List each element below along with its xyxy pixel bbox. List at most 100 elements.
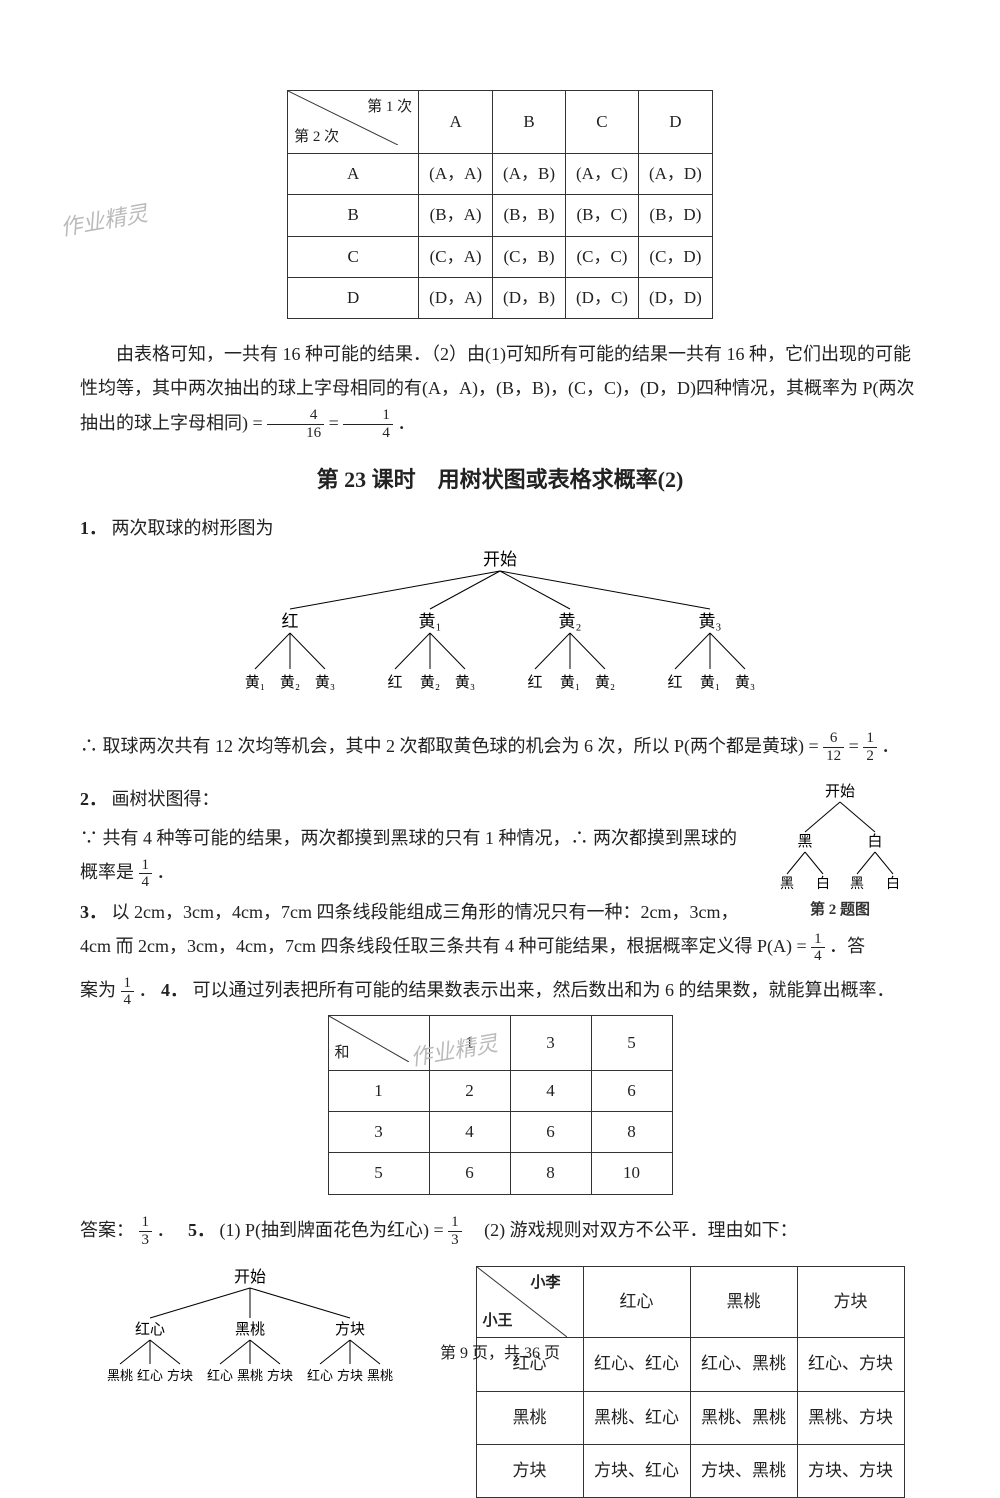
t2-cell: 4 bbox=[510, 1070, 591, 1111]
frac-d: 2 bbox=[863, 748, 877, 765]
t1-r3-h: D bbox=[288, 277, 419, 318]
ans-label: 答案： bbox=[80, 1220, 134, 1240]
tree3-l1: 红心 bbox=[135, 1321, 165, 1338]
t3-cell: 方块、黑桃 bbox=[690, 1445, 797, 1498]
tree3-l2: 红心 bbox=[137, 1368, 163, 1383]
t2-col: 5 bbox=[591, 1015, 672, 1070]
table-row: C (C，A) (C，B) (C，C) (C，D) bbox=[288, 236, 713, 277]
t3-diag-bot: 小王 bbox=[483, 1307, 513, 1336]
tree3-l2: 黑桃 bbox=[107, 1368, 133, 1383]
watermark-1: 作业精灵 bbox=[57, 193, 151, 249]
q5a: (1) P(抽到牌面花色为红心) = bbox=[220, 1220, 449, 1240]
frac-2b: 12 bbox=[863, 730, 877, 764]
tree1-l2: 黄₃ bbox=[455, 674, 475, 691]
q4-text: 可以通过列表把所有可能的结果数表示出来，然后数出和为 6 的结果数，就能算出概率… bbox=[193, 980, 895, 1000]
t2-h: 1 bbox=[328, 1070, 429, 1111]
q2-figure: 开始 黑 白 黑 白 黑 白 第 2 题图 bbox=[760, 782, 920, 925]
lesson-title: 第 23 课时 用树状图或表格求概率(2) bbox=[80, 459, 920, 501]
tree-1: 开始 红 黄₁ 黄₂ 黄₃ 黄₁ 黄₂ 黄₃ 红 黄₂ 黄₃ 红 黄₁ 黄₂ bbox=[80, 549, 920, 710]
t2-diag: 和 bbox=[328, 1015, 429, 1070]
t2-cell: 6 bbox=[429, 1153, 510, 1194]
tree1-l1-2: 黄₂ bbox=[559, 612, 582, 631]
frac-6: 13 bbox=[139, 1214, 153, 1248]
para-2: ∴ 取球两次共有 12 次均等机会，其中 2 次都取黄色球的机会为 6 次，所以… bbox=[80, 729, 920, 765]
q2-q3-block: 开始 黑 白 黑 白 黑 白 第 2 题图 2． 画树状图得： ∵ 共有 4 种… bbox=[80, 782, 920, 968]
q4-label: 4． bbox=[161, 980, 188, 1000]
t2-cell: 6 bbox=[510, 1111, 591, 1152]
t1-cell: (A，A) bbox=[419, 154, 493, 195]
p3b: ． bbox=[157, 862, 175, 882]
tree1-l2: 黄₃ bbox=[315, 674, 335, 691]
t2-cell: 8 bbox=[591, 1111, 672, 1152]
table-row: 56810 bbox=[328, 1153, 672, 1194]
q3-text-b: ．答 bbox=[829, 936, 865, 956]
frac-d: 12 bbox=[823, 748, 844, 765]
p2a: ∴ 取球两次共有 12 次均等机会，其中 2 次都取黄色球的机会为 6 次，所以… bbox=[80, 736, 823, 756]
tree1-svg: 开始 红 黄₁ 黄₂ 黄₃ 黄₁ 黄₂ 黄₃ 红 黄₂ 黄₃ 红 黄₁ 黄₂ bbox=[180, 549, 820, 699]
q2-l2: 白 bbox=[886, 876, 900, 892]
t1-col-0: A bbox=[419, 91, 493, 154]
tree1-l2: 黄₂ bbox=[280, 674, 300, 691]
q2-text: 画树状图得： bbox=[112, 789, 220, 809]
t2-h: 3 bbox=[328, 1111, 429, 1152]
ans-b: ． bbox=[157, 1220, 184, 1240]
t2-cell: 2 bbox=[429, 1070, 510, 1111]
tree3-l1: 黑桃 bbox=[235, 1321, 265, 1338]
t1-cell: (B，A) bbox=[419, 195, 493, 236]
q5-label: 5． bbox=[188, 1220, 215, 1240]
frac-d: 4 bbox=[811, 948, 825, 965]
table1-diag: 第 1 次 第 2 次 bbox=[288, 91, 419, 154]
frac-1: 416 bbox=[267, 407, 324, 441]
t1-r0-h: A bbox=[288, 154, 419, 195]
t3-cell: 方块、红心 bbox=[583, 1445, 690, 1498]
table-row: A (A，A) (A，B) (A，C) (A，D) bbox=[288, 154, 713, 195]
q1: 1． 两次取球的树形图为 bbox=[80, 511, 920, 545]
frac-d: 4 bbox=[343, 425, 393, 442]
table-3: 小李 小王 红心 黑桃 方块 红心红心、红心红心、黑桃红心、方块 黑桃黑桃、红心… bbox=[476, 1266, 905, 1498]
frac-n: 1 bbox=[448, 1214, 462, 1232]
table1-diag-bot: 第 2 次 bbox=[294, 123, 339, 152]
frac-n: 4 bbox=[267, 407, 324, 425]
frac-3: 14 bbox=[139, 857, 153, 891]
q1-label: 1． bbox=[80, 518, 107, 538]
q2-l1-1: 白 bbox=[867, 833, 882, 850]
eq1: = bbox=[329, 413, 344, 433]
t3-cell: 黑桃、红心 bbox=[583, 1391, 690, 1444]
t1-cell: (D，D) bbox=[638, 277, 712, 318]
tree1-l1-1: 黄₁ bbox=[419, 612, 442, 631]
table-row: 黑桃黑桃、红心黑桃、黑桃黑桃、方块 bbox=[476, 1391, 904, 1444]
t1-cell: (B，B) bbox=[493, 195, 566, 236]
tree1-l2: 黄₁ bbox=[700, 674, 720, 691]
t1-col-1: B bbox=[493, 91, 566, 154]
q2-caption: 第 2 题图 bbox=[760, 896, 920, 925]
frac-n: 6 bbox=[823, 730, 844, 748]
tree3-l2: 方块 bbox=[267, 1368, 293, 1383]
q2-l2: 白 bbox=[816, 876, 830, 892]
t1-cell: (C，B) bbox=[493, 236, 566, 277]
tree1-l1-0: 红 bbox=[282, 612, 299, 631]
tree1-l2: 黄₃ bbox=[735, 674, 755, 691]
t2-col: 1 bbox=[429, 1015, 510, 1070]
q2-l2: 黑 bbox=[850, 877, 864, 892]
t1-cell: (D，A) bbox=[419, 277, 493, 318]
q2-label: 2． bbox=[80, 789, 107, 809]
frac-d: 4 bbox=[139, 874, 153, 891]
q5-row: 开始 红心 黑桃 方块 黑桃 红心 方块 红心 黑桃 方块 红心 方块 黑桃 bbox=[80, 1266, 920, 1498]
tree3-l2: 方块 bbox=[167, 1368, 193, 1383]
t1-cell: (C，A) bbox=[419, 236, 493, 277]
t1-cell: (D，C) bbox=[566, 277, 639, 318]
frac-n: 1 bbox=[139, 857, 153, 875]
table-row: D (D，A) (D，B) (D，C) (D，D) bbox=[288, 277, 713, 318]
t3-cell: 黑桃、方块 bbox=[797, 1391, 904, 1444]
q3-text-a: 以 2cm，3cm，4cm，7cm 四条线段能组成三角形的情况只有一种：2cm，… bbox=[80, 902, 811, 956]
frac-1b: 14 bbox=[343, 407, 393, 441]
p1b: ． bbox=[397, 413, 415, 433]
tree1-l2: 黄₂ bbox=[420, 674, 440, 691]
para-4: 案为 14 ． 4． 可以通过列表把所有可能的结果数表示出来，然后数出和为 6 … bbox=[80, 973, 920, 1009]
tree-3: 开始 红心 黑桃 方块 黑桃 红心 方块 红心 黑桃 方块 红心 方块 黑桃 bbox=[80, 1266, 420, 1397]
frac-n: 1 bbox=[121, 975, 135, 993]
tree1-l1-3: 黄₃ bbox=[699, 612, 722, 631]
q1-text: 两次取球的树形图为 bbox=[112, 518, 274, 538]
t1-cell: (A，B) bbox=[493, 154, 566, 195]
frac-5: 14 bbox=[121, 975, 135, 1009]
